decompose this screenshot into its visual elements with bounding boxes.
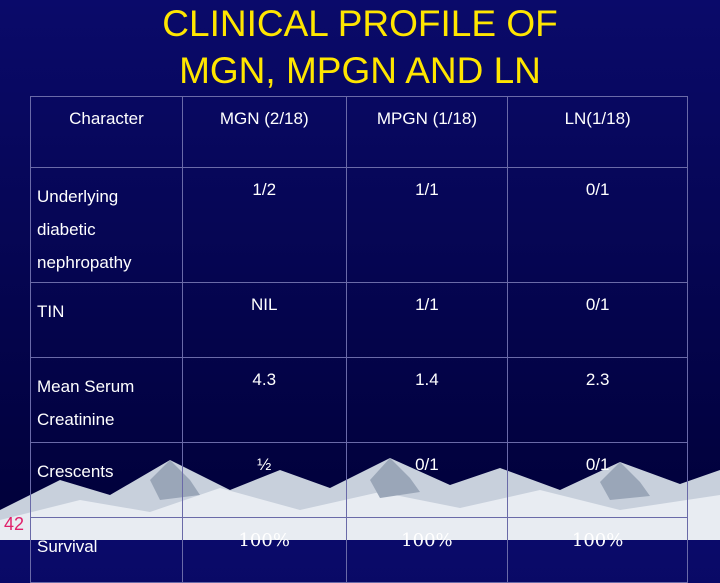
cell-mpgn: 100% bbox=[345, 517, 509, 583]
cell-ln: 2.3 bbox=[507, 357, 688, 443]
table-header-row: Character MGN (2/18) MPGN (1/18) LN(1/18… bbox=[30, 96, 688, 168]
table-row: Mean Serum Creatinine 4.3 1.4 2.3 bbox=[30, 357, 688, 443]
row-label-line: Crescents bbox=[37, 462, 114, 481]
row-label: Survival bbox=[30, 517, 183, 583]
header-mpgn: MPGN (1/18) bbox=[345, 96, 509, 168]
cell-ln: 0/1 bbox=[507, 282, 688, 358]
cell-ln: 0/1 bbox=[507, 442, 688, 518]
title-line-1: CLINICAL PROFILE OF bbox=[162, 3, 558, 44]
header-ln: LN(1/18) bbox=[507, 96, 688, 168]
cell-mgn: 4.3 bbox=[181, 357, 347, 443]
slide-title: CLINICAL PROFILE OF MGN, MPGN AND LN bbox=[0, 0, 720, 94]
row-label-line: Creatinine bbox=[37, 410, 115, 429]
cell-mgn: ½ bbox=[181, 442, 347, 518]
header-mgn: MGN (2/18) bbox=[181, 96, 347, 168]
cell-mpgn: 1/1 bbox=[345, 167, 509, 283]
row-label-line: TIN bbox=[37, 302, 65, 321]
cell-mpgn: 0/1 bbox=[345, 442, 509, 518]
header-character: Character bbox=[30, 96, 183, 168]
table-row: Survival 100% 100% 100% bbox=[30, 517, 688, 583]
cell-mgn: 100% bbox=[181, 517, 347, 583]
row-label: Underlying diabetic nephropathy bbox=[30, 167, 183, 283]
row-label-line: nephropathy bbox=[37, 253, 132, 272]
title-line-2: MGN, MPGN AND LN bbox=[179, 50, 541, 91]
row-label-line: Mean Serum bbox=[37, 377, 135, 396]
cell-ln: 100% bbox=[507, 517, 688, 583]
row-label: Crescents bbox=[30, 442, 183, 518]
clinical-profile-table: Character MGN (2/18) MPGN (1/18) LN(1/18… bbox=[30, 96, 688, 583]
cell-ln: 0/1 bbox=[507, 167, 688, 283]
cell-mpgn: 1/1 bbox=[345, 282, 509, 358]
cell-mpgn: 1.4 bbox=[345, 357, 509, 443]
row-label-line: Underlying bbox=[37, 187, 119, 206]
row-label: Mean Serum Creatinine bbox=[30, 357, 183, 443]
table-row: TIN NIL 1/1 0/1 bbox=[30, 282, 688, 358]
cell-mgn: NIL bbox=[181, 282, 347, 358]
table-row: Underlying diabetic nephropathy 1/2 1/1 … bbox=[30, 167, 688, 283]
slide-number: 42 bbox=[4, 514, 25, 534]
row-label-line: Survival bbox=[37, 537, 98, 556]
row-label-line: diabetic bbox=[37, 220, 96, 239]
row-label: TIN bbox=[30, 282, 183, 358]
cell-mgn: 1/2 bbox=[181, 167, 347, 283]
table-row: Crescents ½ 0/1 0/1 bbox=[30, 442, 688, 518]
